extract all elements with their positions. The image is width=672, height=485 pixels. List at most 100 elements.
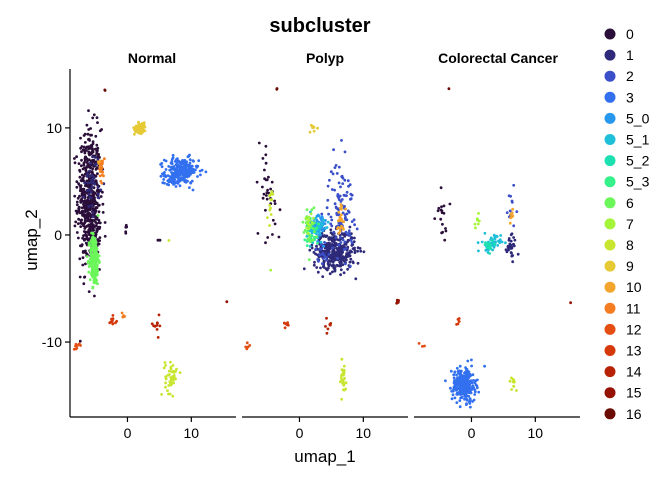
point-cluster-0 [265,191,269,195]
point-cluster-14 [156,336,160,339]
point-cluster-9 [311,126,314,129]
point-cluster-11 [102,174,105,178]
point-cluster-7 [312,216,315,220]
point-cluster-9 [138,124,141,127]
point-cluster-3 [455,377,459,381]
y-tick-label: 0 [54,227,62,243]
legend-label: 14 [626,364,642,380]
point-cluster-2 [512,224,516,228]
point-cluster-0 [270,180,274,184]
point-cluster-0 [91,140,95,144]
point-cluster-0 [273,199,276,203]
point-cluster-8 [338,380,342,384]
legend-swatch [604,218,616,230]
point-cluster-1 [93,182,96,186]
point-cluster-0 [82,282,86,286]
point-cluster-3 [455,392,459,396]
point-cluster-0 [87,214,91,218]
point-cluster-0 [73,194,77,198]
point-cluster-0 [257,141,261,145]
point-cluster-1 [338,264,342,268]
point-cluster-2 [339,185,342,189]
point-cluster-1 [356,249,359,253]
point-cluster-1 [313,260,316,264]
point-cluster-1 [512,244,516,248]
point-cluster-1 [348,225,352,229]
point-cluster-5_3 [316,241,319,245]
point-cluster-8 [268,224,271,227]
point-cluster-1 [345,258,348,262]
point-cluster-3 [467,394,471,398]
point-cluster-0 [436,209,440,213]
point-cluster-0 [91,116,95,120]
point-cluster-2 [349,197,353,201]
point-cluster-13 [283,321,286,325]
point-cluster-0 [87,137,91,141]
point-cluster-5_1 [319,240,323,244]
point-cluster-5_1 [496,244,500,247]
point-cluster-12 [421,345,424,348]
point-cluster-2 [337,181,341,185]
point-cluster-3 [450,397,454,401]
point-cluster-11 [99,168,103,172]
point-cluster-1 [510,245,514,249]
point-cluster-0 [265,197,269,201]
point-cluster-5_1 [492,233,496,237]
point-cluster-1 [331,250,335,254]
point-cluster-1 [329,228,333,232]
point-cluster-3 [169,175,173,179]
point-cluster-1 [96,185,100,189]
point-cluster-3 [172,172,175,176]
point-cluster-0 [85,149,88,152]
point-cluster-14 [157,313,161,317]
point-cluster-8 [163,361,167,364]
point-cluster-2 [345,218,349,222]
point-cluster-0 [75,203,79,207]
point-cluster-8 [171,394,175,398]
point-cluster-11 [120,311,124,315]
point-cluster-3 [174,159,178,163]
point-cluster-0 [255,180,259,184]
point-cluster-1 [99,188,103,192]
points-layer [72,87,572,409]
point-cluster-1 [509,233,513,237]
point-cluster-2 [334,236,338,239]
point-cluster-0 [81,167,85,171]
point-cluster-0 [88,165,92,169]
point-cluster-1 [321,275,325,278]
point-cluster-0 [95,216,99,220]
point-cluster-3 [185,160,189,164]
point-cluster-5_0 [320,215,324,219]
point-cluster-2 [336,257,340,260]
point-cluster-6 [90,269,94,272]
point-cluster-2 [339,200,343,203]
point-cluster-3 [176,176,180,180]
point-cluster-1 [328,263,332,266]
point-cluster-3 [453,384,457,388]
point-cluster-7 [306,221,310,225]
point-cluster-3 [172,165,176,169]
point-cluster-2 [330,188,334,191]
point-cluster-12 [245,347,249,351]
point-cluster-2 [322,257,325,260]
point-cluster-1 [346,267,349,271]
point-cluster-10 [511,207,515,211]
point-cluster-3 [453,396,457,400]
point-cluster-6 [92,246,96,249]
point-cluster-7 [476,218,479,222]
point-cluster-3 [185,173,188,176]
point-cluster-2 [347,210,351,214]
point-cluster-0 [83,132,87,136]
point-cluster-6 [90,273,93,277]
point-cluster-8 [515,389,518,392]
legend-swatch [604,28,616,40]
point-cluster-3 [176,164,179,168]
point-cluster-2 [320,262,324,265]
point-cluster-5_1 [305,234,309,238]
point-cluster-3 [464,397,468,401]
legend-item-6: 6 [604,195,634,211]
point-cluster-8 [166,389,169,392]
point-cluster-12 [72,347,76,351]
point-cluster-3 [466,359,470,363]
point-cluster-3 [164,175,168,179]
